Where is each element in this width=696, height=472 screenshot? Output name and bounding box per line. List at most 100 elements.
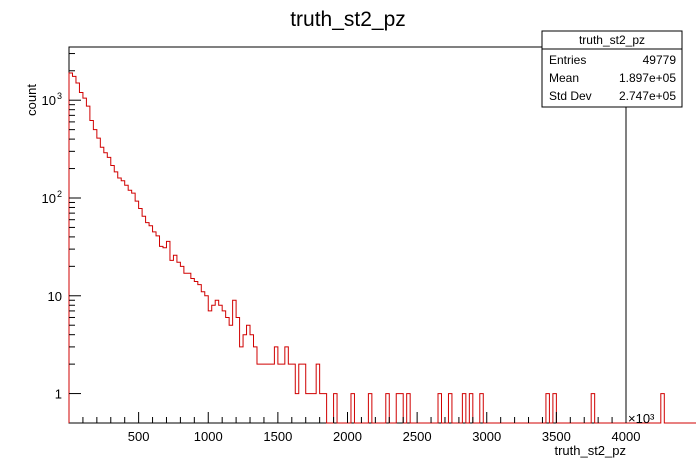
histogram-bin [100,147,103,423]
histogram-bin [254,347,257,423]
histogram-bin [222,311,225,423]
histogram-bin [233,300,236,423]
histogram-bin [396,394,399,423]
x-tick-label: 1000 [194,429,223,444]
y-tick-label: 10 [48,289,62,304]
histogram-bin [97,138,100,423]
x-tick-label: 1500 [263,429,292,444]
histogram-bin [72,76,75,423]
histogram-bin [153,232,156,423]
histogram-bin [128,190,131,423]
histogram-bin [288,364,291,423]
histogram-bin [271,364,274,423]
histogram-bin [219,305,222,423]
histogram-bin [139,209,142,423]
histogram-bin [438,394,441,423]
histogram-bin [187,273,190,423]
histogram-bin [173,255,176,423]
histogram-bin [243,335,246,423]
histogram-bin [281,364,284,423]
y-tick-exponent: 2 [57,189,62,199]
histogram-bin [267,364,270,423]
histogram-bin [121,181,124,423]
histogram-bin [546,394,549,423]
histogram-bin [368,394,371,423]
histogram-bin [553,394,556,423]
histogram-bin [448,394,451,423]
histogram-bin [407,394,410,423]
histogram-bin [229,325,232,423]
histogram-bin [125,185,128,423]
stats-stddev-label: Std Dev [549,89,592,103]
histogram-bin [480,394,483,423]
histogram-bin [90,121,93,423]
y-axis-label: count [24,84,39,116]
histogram-bin [191,279,194,423]
histogram-bin [299,364,302,423]
histogram-bin [306,394,309,423]
histogram-bin [104,153,107,423]
histogram-bin [132,193,135,423]
histogram-bin [201,292,204,423]
y-tick-exponent: 3 [57,91,62,101]
histogram-bin [160,246,163,423]
histogram-bin [462,394,465,423]
histogram-bin [170,260,173,423]
stats-box-frame [541,30,683,108]
histogram-bin [334,394,337,423]
histogram-bin [469,394,472,423]
histogram-bin [323,394,326,423]
histogram-bin [142,216,145,423]
histogram-bin [285,347,288,423]
histogram-bin [274,347,277,423]
histogram-bin [292,364,295,423]
x-tick-label: 500 [128,429,150,444]
histogram-bin [198,285,201,423]
histogram-bin [83,98,86,423]
histogram-bin [226,317,229,423]
chart-title: truth_st2_pz [290,8,406,31]
stats-mean-label: Mean [549,71,579,85]
histogram-bin [313,394,316,423]
histogram-bin [215,300,218,423]
histogram-bin [278,364,281,423]
histogram-bin [212,305,215,423]
histogram-bin [114,172,117,423]
y-tick-label: 10 [42,191,56,206]
histogram-bin [316,364,319,423]
histogram-bin [400,394,403,423]
histogram-bin [111,165,114,423]
x-tick-label: 3000 [472,429,501,444]
y-tick-label: 10 [42,93,56,108]
histogram-bin [184,273,187,423]
histogram-bin [69,73,72,423]
x-tick-label: 4000 [612,429,641,444]
histogram-bin [236,317,239,423]
histogram-bin [146,223,149,423]
histogram-bin [257,364,260,423]
histogram-bin [76,83,79,423]
stats-box: truth_st2_pz Entries 49779 Mean 1.897e+0… [541,30,683,108]
histogram-bin [295,394,298,423]
histogram-bin [240,347,243,423]
histogram-bin [320,394,323,423]
histogram-bin [591,394,594,423]
histogram-bin [205,296,208,423]
histogram-bin [260,364,263,423]
y-tick-label: 1 [55,387,62,402]
histogram-bin [118,178,121,423]
x-tick-label: 3500 [542,429,571,444]
histogram-bin [208,311,211,423]
histogram-bin [194,281,197,423]
x-tick-label: 2000 [333,429,362,444]
histogram-bars [68,72,696,424]
histogram-bin [156,236,159,423]
x-axis: 500 1000 1500 2000 2500 3000 3500 4000 [82,412,641,444]
histogram-outline [68,72,696,424]
histogram-bin [107,157,110,423]
histogram-bin [166,241,169,423]
histogram-bin [86,106,89,423]
histogram-bin [93,130,96,423]
